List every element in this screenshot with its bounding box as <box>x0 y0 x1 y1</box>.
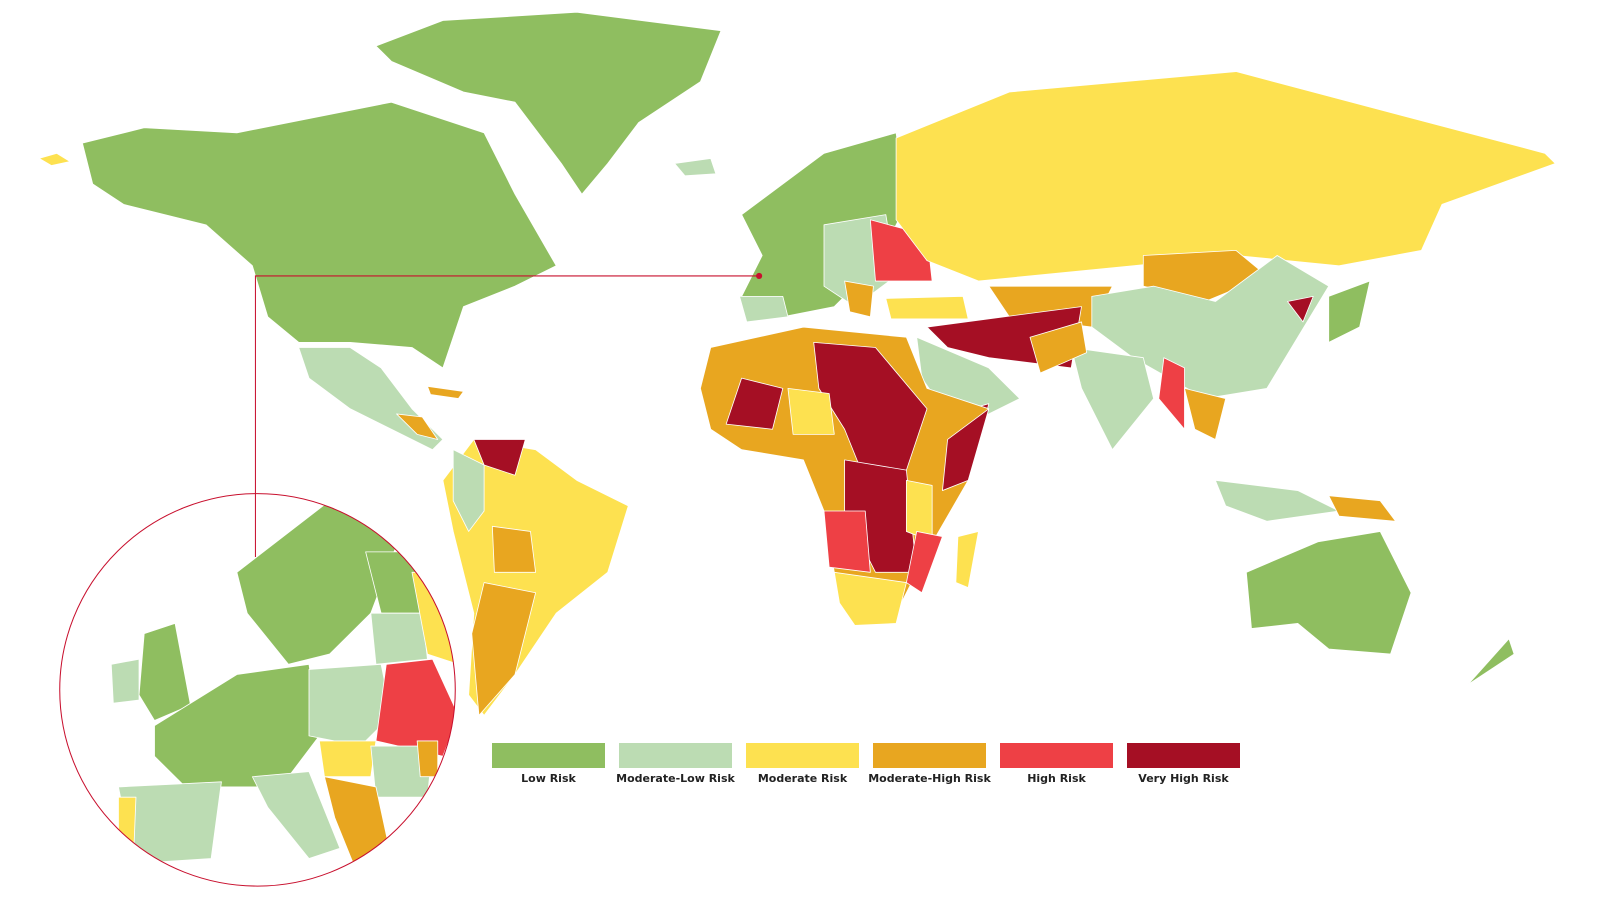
legend-label: Moderate-Low Risk <box>616 772 735 785</box>
legend-label: Low Risk <box>521 772 576 785</box>
legend-swatch <box>746 743 859 768</box>
inset-baltics <box>370 612 428 665</box>
india <box>1070 347 1155 451</box>
madagascar <box>955 531 979 589</box>
russia <box>895 71 1556 282</box>
legend-swatch <box>1000 743 1113 768</box>
map-body <box>38 11 1556 887</box>
legend: Low Risk Moderate-Low Risk Moderate Risk Mo… <box>492 743 1240 785</box>
north-america <box>81 101 557 369</box>
legend-label: Moderate Risk <box>758 772 848 785</box>
argentina <box>471 582 537 716</box>
balkans <box>844 280 874 318</box>
inset-portugal <box>118 796 137 849</box>
inset-ireland <box>110 658 140 704</box>
inset-border <box>59 493 456 887</box>
myanmar <box>1158 357 1185 430</box>
world-map <box>38 11 1556 716</box>
inset-italy <box>251 771 341 859</box>
south-africa <box>833 571 907 626</box>
inset-hungary <box>318 740 377 778</box>
bolivia <box>491 525 537 573</box>
new-zealand <box>1467 638 1515 686</box>
somalia <box>942 408 990 491</box>
australia <box>1245 531 1412 655</box>
indonesia <box>1214 479 1340 522</box>
japan <box>1328 280 1371 343</box>
central-america-south <box>396 413 439 440</box>
legend-swatch <box>619 743 732 768</box>
legend-label: High Risk <box>1027 772 1086 785</box>
china <box>1091 255 1330 399</box>
niger-chad <box>787 387 835 435</box>
greenland <box>375 11 722 195</box>
papua-new-guinea <box>1328 495 1397 522</box>
inset-moldova <box>416 740 439 778</box>
pakistan <box>1029 321 1088 374</box>
legend-swatch <box>492 743 605 768</box>
mozambique <box>905 531 943 594</box>
venezuela <box>473 439 526 476</box>
inset-uk <box>138 623 191 721</box>
legend-swatch <box>873 743 986 768</box>
inset-connector <box>254 275 760 557</box>
iceland <box>674 158 717 177</box>
caribbean <box>427 385 464 399</box>
indochina <box>1184 387 1227 440</box>
north-korea <box>1287 295 1314 323</box>
mali <box>725 377 784 430</box>
europe-inset <box>110 500 456 870</box>
legend-label: Very High Risk <box>1138 772 1229 785</box>
colombia-peru <box>452 449 485 532</box>
angola <box>823 510 871 573</box>
alaska-islands <box>38 152 71 166</box>
legend-swatch <box>1127 743 1240 768</box>
legend-label: Moderate-High Risk <box>868 772 991 785</box>
iberia <box>739 295 789 323</box>
inset-central-europe <box>308 663 392 747</box>
turkey <box>885 295 969 320</box>
connector-dot <box>756 272 763 280</box>
